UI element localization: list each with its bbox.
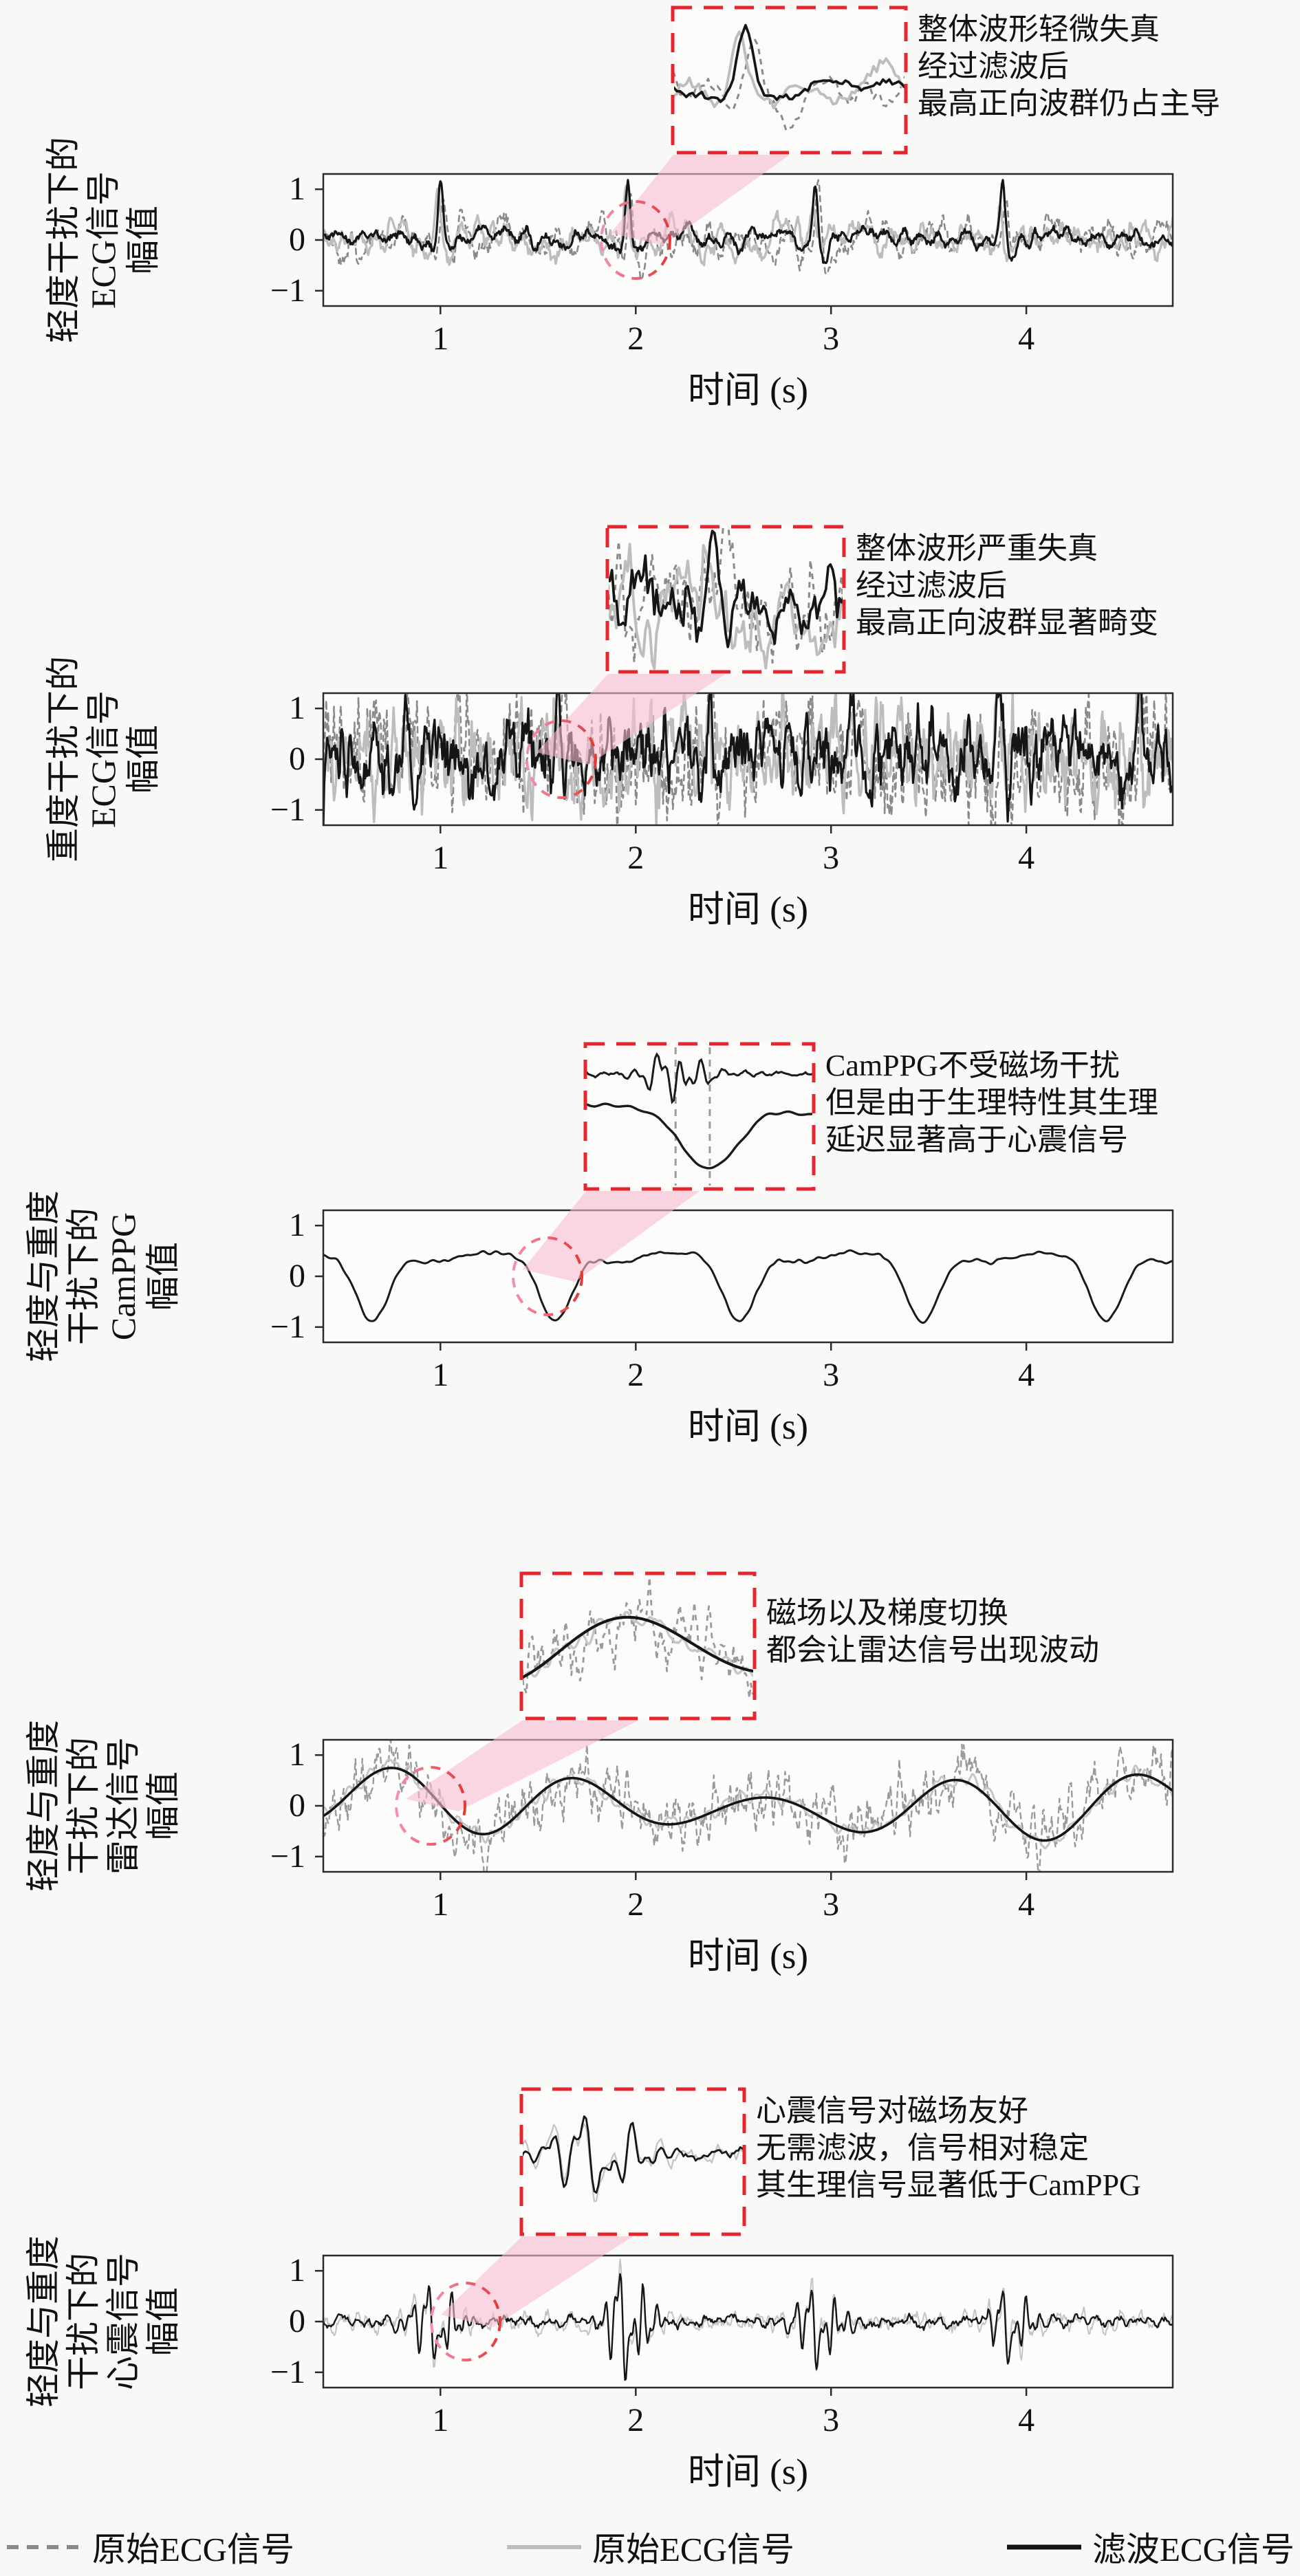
subplot-camppg: 轻度与重度 干扰下的 CamPPG 幅值 1 0 −1 1 2 3 4 时间 (s) … xyxy=(0,1036,1300,1556)
x-axis-label: 时间 (s) xyxy=(687,371,809,411)
legend-item-raw-ecg-dashed: 原始ECG信号 xyxy=(6,2522,294,2571)
x-tick-label: 1 xyxy=(432,2402,449,2438)
y-tick-label: −1 xyxy=(270,1308,305,1345)
y-tick-label: 1 xyxy=(289,2252,305,2289)
annotation-text: 磁场以及梯度切换 都会让雷达信号出现波动 xyxy=(766,1596,1099,1667)
x-axis-label: 时间 (s) xyxy=(687,1407,809,1447)
y-tick-label: 1 xyxy=(289,1207,305,1244)
x-tick-label: 1 xyxy=(432,320,449,357)
x-tick-label: 2 xyxy=(627,1357,644,1393)
y-tick-label: 1 xyxy=(289,690,305,727)
x-axis-label: 时间 (s) xyxy=(687,890,809,930)
x-tick-label: 4 xyxy=(1018,2402,1035,2438)
zoom-inset-plot xyxy=(605,525,846,674)
legend-item-filtered-ecg: 滤波ECG信号 xyxy=(1006,2522,1294,2571)
subplot-ecg-heavy: 重度干扰下的 ECG信号 幅值 1 0 −1 1 2 3 4 时间 (s) 整体波形… xyxy=(0,519,1300,1038)
dashed-gray-line-sample xyxy=(7,2544,81,2549)
zoom-inset xyxy=(519,1571,757,1721)
zoom-inset-plot xyxy=(583,1042,816,1191)
zoom-inset-plot xyxy=(519,1571,757,1721)
annotation-text: 整体波形严重失真 经过滤波后 最高正向波群显著畸变 xyxy=(856,532,1158,640)
x-tick-label: 1 xyxy=(432,840,449,876)
x-tick-label: 3 xyxy=(823,840,840,876)
subplot-ecg-light: 轻度干扰下的 ECG信号 幅值 1 0 −1 1 2 3 4 时间 (s) 整体波形… xyxy=(0,0,1300,519)
zoom-inset-plot xyxy=(519,2087,746,2236)
y-axis-label: 轻度与重度 干扰下的 雷达信号 幅值 xyxy=(24,1720,182,1892)
x-tick-label: 4 xyxy=(1018,840,1035,876)
x-tick-label: 2 xyxy=(627,2402,644,2438)
annotation-text: 心震信号对磁场友好 无需滤波，信号相对稳定 其生理信号显著低于CamPPG xyxy=(756,2094,1141,2202)
solid-black-line-sample xyxy=(1006,2544,1081,2549)
legend-label: 原始ECG信号 xyxy=(92,2531,295,2568)
annotation-text: 整体波形轻微失真 经过滤波后 最高正向波群仍占主导 xyxy=(918,12,1220,120)
legend: 原始ECG信号 原始ECG信号 滤波ECG信号 xyxy=(6,2522,1294,2571)
y-axis-label: 轻度与重度 干扰下的 CamPPG 幅值 xyxy=(24,1190,182,1362)
x-tick-label: 1 xyxy=(432,1886,449,1923)
x-tick-label: 3 xyxy=(823,2402,840,2438)
y-tick-label: 0 xyxy=(289,741,305,777)
zoom-inset xyxy=(671,6,908,155)
zoom-inset xyxy=(519,2087,746,2236)
zoom-inset xyxy=(605,525,846,674)
y-tick-label: 1 xyxy=(289,1736,305,1773)
legend-item-raw-ecg-solid: 原始ECG信号 xyxy=(506,2522,794,2571)
x-tick-label: 2 xyxy=(627,1886,644,1923)
y-tick-label: −1 xyxy=(270,272,305,309)
x-tick-label: 4 xyxy=(1018,1357,1035,1393)
y-tick-label: 0 xyxy=(289,1787,305,1824)
subplot-scg: 轻度与重度 干扰下的 心震信号 幅值 1 0 −1 1 2 3 4 时间 (s) 心震… xyxy=(0,2082,1300,2576)
x-tick-label: 2 xyxy=(627,320,644,357)
zoom-inset-plot xyxy=(671,6,908,155)
legend-label: 滤波ECG信号 xyxy=(1092,2531,1294,2568)
x-tick-label: 4 xyxy=(1018,320,1035,357)
x-tick-label: 3 xyxy=(823,1357,840,1393)
subplot-radar: 轻度与重度 干扰下的 雷达信号 幅值 1 0 −1 1 2 3 4 时间 (s) 磁场… xyxy=(0,1566,1300,2085)
y-tick-label: −1 xyxy=(270,791,305,828)
legend-label: 原始ECG信号 xyxy=(592,2531,794,2568)
zoom-inset xyxy=(583,1042,816,1191)
x-tick-label: 4 xyxy=(1018,1886,1035,1923)
x-tick-label: 2 xyxy=(627,840,644,876)
x-tick-label: 3 xyxy=(823,320,840,357)
y-tick-label: −1 xyxy=(270,1837,305,1875)
annotation-text: CamPPG不受磁场干扰 但是由于生理特性其生理 延迟显著高于心震信号 xyxy=(825,1049,1158,1157)
y-axis-label: 轻度干扰下的 ECG信号 幅值 xyxy=(44,137,162,343)
y-tick-label: 0 xyxy=(289,2303,305,2339)
y-axis-label: 轻度与重度 干扰下的 心震信号 幅值 xyxy=(24,2236,182,2408)
y-tick-label: 1 xyxy=(289,171,305,208)
y-tick-label: −1 xyxy=(270,2353,305,2390)
x-tick-label: 3 xyxy=(823,1886,840,1923)
solid-gray-line-sample xyxy=(506,2544,581,2549)
x-axis-label: 时间 (s) xyxy=(687,2452,809,2492)
x-tick-label: 1 xyxy=(432,1357,449,1393)
y-tick-label: 0 xyxy=(289,221,305,258)
x-axis-label: 时间 (s) xyxy=(687,1936,809,1976)
y-tick-label: 0 xyxy=(289,1258,305,1294)
y-axis-label: 重度干扰下的 ECG信号 幅值 xyxy=(44,656,162,862)
